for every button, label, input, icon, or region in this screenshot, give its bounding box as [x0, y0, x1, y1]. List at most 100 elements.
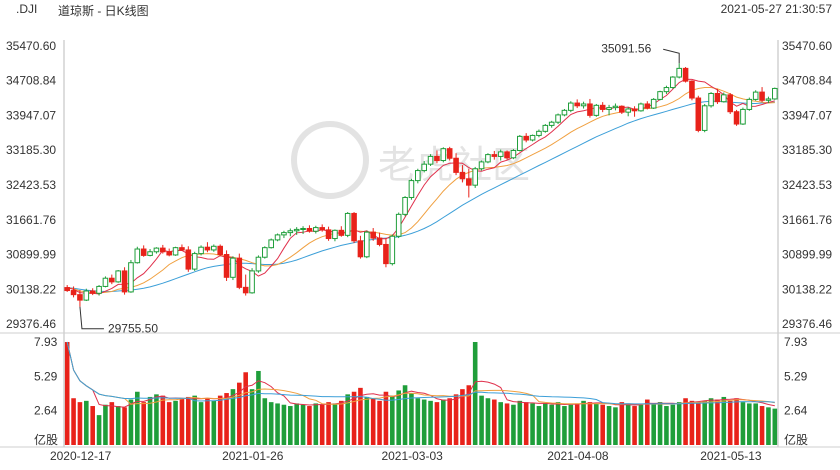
watermark-logo: [291, 121, 369, 199]
candle-body: [663, 87, 670, 93]
candle-body: [185, 249, 192, 270]
chart-header: .DJI 道琼斯 - 日K线图 2021-05-27 21:30:57: [0, 0, 840, 18]
candle-body: [765, 98, 772, 101]
candle-body: [733, 111, 740, 125]
candle-body: [306, 227, 313, 232]
candle-body: [644, 103, 651, 109]
candle-body: [268, 239, 274, 249]
candle-body: [262, 247, 268, 258]
volume-tick-right: 7.93: [784, 335, 808, 349]
date-tick: 2021-04-08: [547, 449, 609, 463]
candle-body: [497, 151, 504, 157]
volume-ma20-line: [66, 341, 775, 405]
volume-bar: [128, 399, 134, 445]
volume-bar: [326, 402, 331, 445]
volume-bar: [275, 403, 280, 445]
candle-body: [446, 148, 453, 159]
candle-body: [160, 247, 166, 253]
volume-bar: [358, 387, 363, 445]
volume-bar: [670, 404, 676, 445]
candle-body: [351, 212, 357, 242]
candle-body: [580, 103, 587, 107]
price-tick-left: 29376.46: [6, 317, 56, 331]
volume-bar: [154, 394, 159, 445]
volume-bar: [166, 402, 172, 445]
volume-bar: [492, 399, 497, 445]
date-tick: 2021-01-26: [222, 449, 284, 463]
candle-body: [415, 170, 421, 182]
candle-body: [287, 230, 294, 234]
volume-bar: [759, 406, 765, 445]
volume-bar: [135, 391, 140, 445]
volume-bar: [390, 395, 395, 445]
candle-body: [191, 253, 198, 270]
volume-bar: [319, 404, 325, 445]
candle-body: [752, 91, 759, 100]
candle-body: [485, 154, 491, 163]
volume-bar: [734, 398, 739, 445]
candle-body: [772, 87, 778, 100]
volume-bar: [96, 415, 102, 445]
price-tick-left: 33185.30: [6, 143, 56, 157]
volume-bar: [198, 402, 204, 445]
price-tick-left: 34708.84: [6, 74, 56, 88]
volume-bar: [230, 389, 236, 445]
volume-bar: [543, 403, 548, 445]
volume-bar: [217, 395, 223, 445]
candle-body: [204, 246, 211, 251]
volume-unit-left: 亿股: [34, 432, 58, 447]
low-marker-line: [79, 306, 104, 330]
candle-body: [121, 270, 128, 293]
volume-bar: [460, 389, 465, 445]
candle-body: [223, 253, 230, 278]
candle-body: [96, 285, 102, 294]
volume-bar: [562, 406, 567, 445]
candle-body: [459, 171, 466, 180]
date-tick: 2021-03-03: [381, 449, 443, 463]
candle-body: [727, 94, 733, 113]
candle-body: [619, 105, 625, 113]
price-tick-left: 32423.53: [6, 178, 56, 192]
volume-bar: [664, 406, 669, 445]
volume-bar: [64, 342, 70, 445]
price-tick-left: 33947.07: [6, 108, 56, 122]
candle-body: [650, 98, 657, 109]
volume-bar: [606, 406, 612, 445]
candle-body: [211, 245, 217, 251]
volume-bar: [536, 406, 542, 445]
volume-bar: [766, 407, 771, 445]
volume-bar: [530, 403, 535, 445]
candle-body: [357, 240, 364, 258]
candle-body: [529, 134, 536, 141]
price-tick-right: 31661.76: [782, 213, 832, 227]
volume-bar: [205, 398, 210, 445]
volume-bar: [434, 402, 440, 445]
candle-body: [166, 251, 172, 256]
candle-body: [593, 104, 600, 116]
volume-ma10-line: [66, 341, 775, 405]
price-tick-right: 34708.84: [782, 74, 832, 88]
candle-body: [478, 161, 485, 170]
candle-body: [376, 237, 383, 245]
volume-bar: [594, 403, 599, 445]
volume-bar: [224, 393, 229, 445]
volume-bar: [645, 399, 650, 445]
volume-bar: [160, 395, 166, 445]
candle-body: [325, 229, 332, 240]
volume-bar: [351, 391, 357, 445]
volume-bar: [625, 403, 631, 445]
candle-body: [536, 130, 542, 136]
candle-body: [510, 149, 517, 159]
price-tick-right: 33947.07: [782, 108, 832, 122]
volume-bar: [332, 403, 338, 445]
candle-body: [689, 80, 695, 99]
volume-bar: [71, 398, 76, 445]
candle-body: [242, 286, 249, 294]
candle-body: [255, 256, 262, 272]
candle-body: [383, 243, 389, 265]
volume-bar: [619, 402, 625, 445]
volume-tick-left: 7.93: [34, 335, 58, 349]
candle-body: [568, 102, 574, 111]
candle-body: [542, 124, 549, 132]
